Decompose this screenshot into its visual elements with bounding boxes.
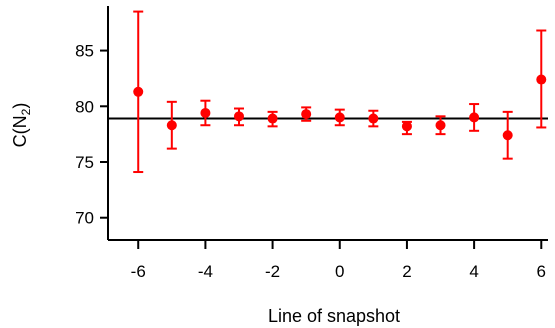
y-tick-label: 80 (75, 97, 94, 116)
x-tick-label: -6 (131, 262, 146, 281)
y-axis-title-close: ) (10, 103, 30, 109)
plot-elements: 70 75 80 85 -6 -4 -2 0 2 4 6 (75, 6, 548, 281)
y-tick-label: 85 (75, 42, 94, 61)
data-point (334, 112, 345, 123)
x-tick-label: -4 (198, 262, 213, 281)
y-axis-title: C(N2) (10, 103, 33, 148)
data-point (368, 113, 379, 124)
y-tick-label: 75 (75, 153, 94, 172)
data-point (233, 111, 244, 122)
x-tick-label: 6 (537, 262, 546, 281)
x-axis-title: Line of snapshot (268, 306, 400, 326)
y-axis-title-main: C(N (10, 115, 30, 147)
data-point (301, 109, 312, 120)
data-point (469, 112, 480, 123)
x-tick-label: 4 (469, 262, 478, 281)
data-point (200, 107, 211, 118)
data-point (267, 113, 278, 124)
data-point (536, 74, 547, 85)
data-point (401, 121, 412, 132)
x-tick-label: 0 (335, 262, 344, 281)
x-tick-label: -2 (265, 262, 280, 281)
data-point (502, 130, 513, 141)
data-point (133, 86, 144, 97)
data-point (435, 120, 446, 131)
y-tick-label: 70 (75, 209, 94, 228)
y-axis-title-subscript: 2 (19, 108, 33, 115)
x-tick-label: 2 (402, 262, 411, 281)
data-point (166, 120, 177, 131)
